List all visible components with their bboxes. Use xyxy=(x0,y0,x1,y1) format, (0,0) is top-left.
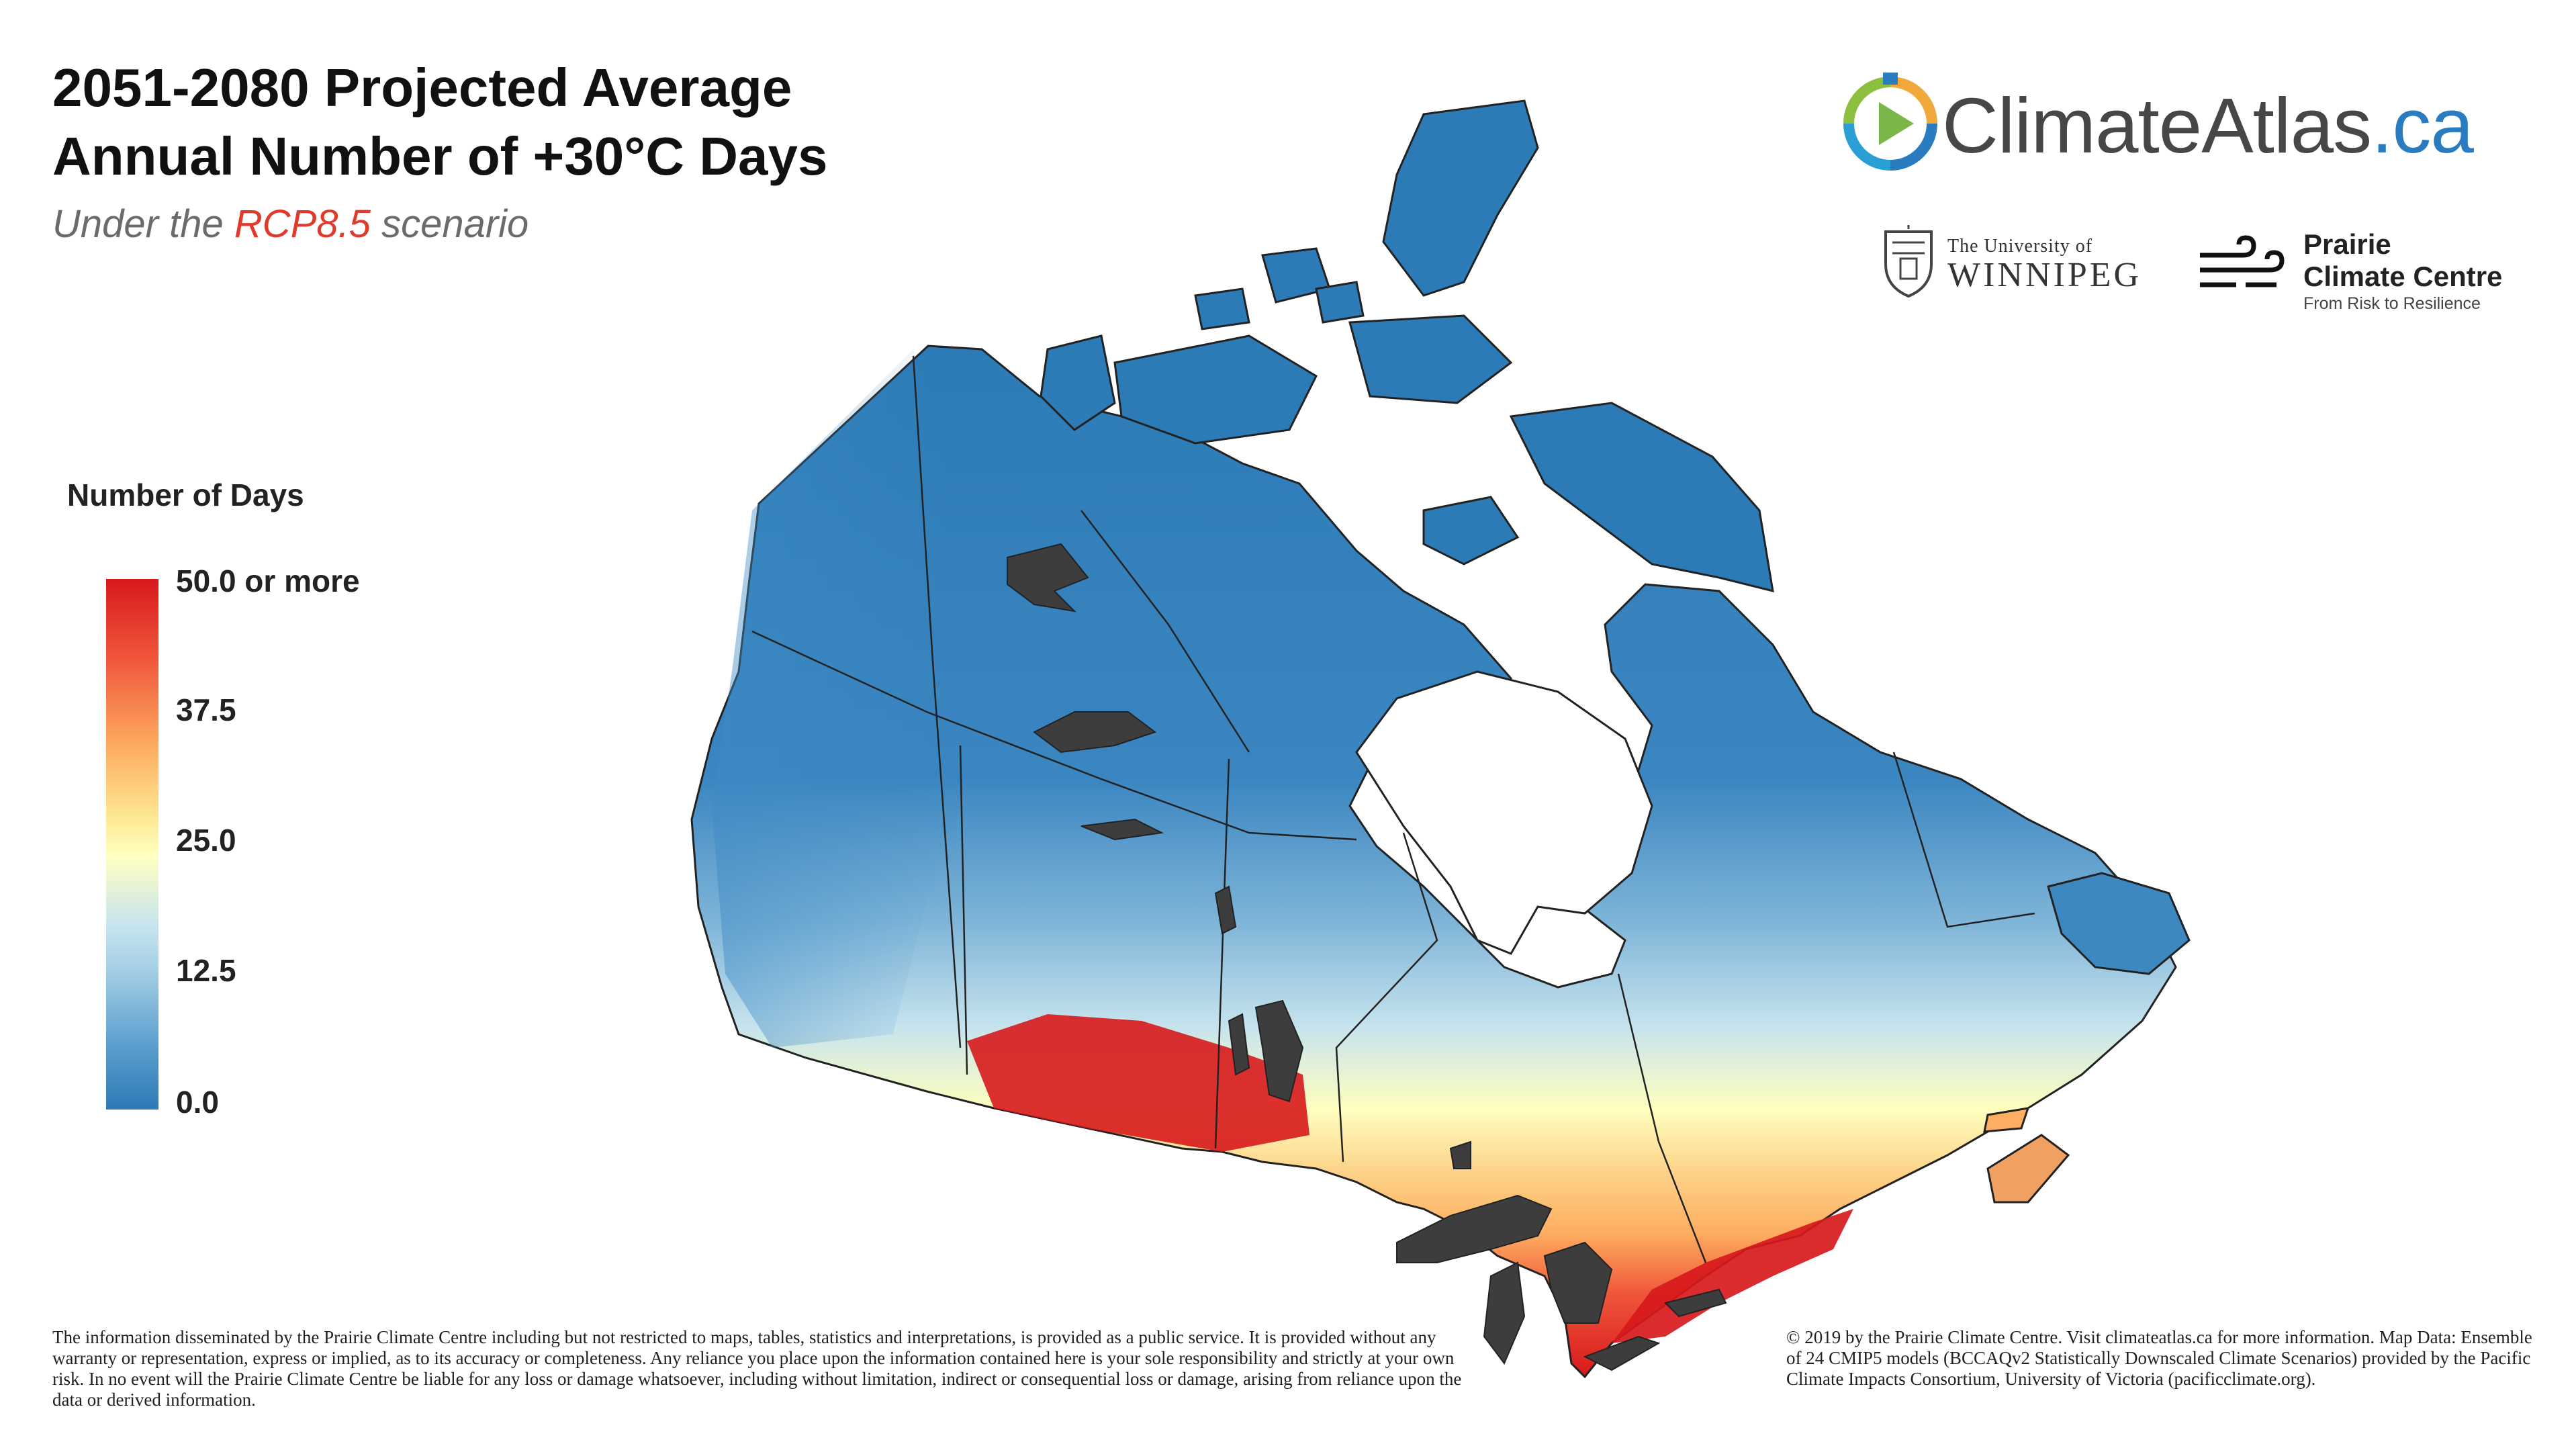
play-cycle-icon xyxy=(1843,73,1937,171)
logo-main: ClimateAtlas xyxy=(1942,82,2372,169)
legend-tick-25: 25.0 xyxy=(176,823,236,858)
small-island-2 xyxy=(1194,287,1250,330)
alberta-saskatchewan-border xyxy=(959,745,968,1075)
title-line-1: 2051-2080 Projected Average xyxy=(52,58,792,118)
bc-mountains xyxy=(712,349,947,1048)
ontario-quebec-border xyxy=(1617,973,1707,1263)
crest-icon xyxy=(1884,225,1933,298)
great-slave-lake xyxy=(1033,711,1157,754)
lake-ontario xyxy=(1664,1288,1727,1318)
pcc-wordmark: Prairie Climate Centre xyxy=(2303,228,2502,293)
nwt-nunavut-border xyxy=(1080,510,1250,753)
nova-scotia xyxy=(1986,1134,2070,1204)
uw-wordmark: The University of WINNIPEG xyxy=(1947,236,2142,293)
lake-erie xyxy=(1583,1335,1661,1371)
logo-suffix: .ca xyxy=(2371,82,2474,169)
credits-text: © 2019 by the Prairie Climate Centre. Vi… xyxy=(1786,1327,2532,1389)
legend-tick-12-5: 12.5 xyxy=(176,953,236,988)
legend-title: Number of Days xyxy=(67,478,304,512)
banks-island xyxy=(1040,334,1116,431)
lake-athabasca xyxy=(1080,818,1164,841)
legend-tick-0: 0.0 xyxy=(176,1085,219,1120)
title-line-2: Annual Number of +30°C Days xyxy=(52,126,828,186)
prince-edward-island xyxy=(1983,1107,2030,1133)
legend-tick-37-5: 37.5 xyxy=(176,692,236,727)
ellesmere-island xyxy=(1382,99,1539,297)
devon-island xyxy=(1348,314,1513,404)
newfoundland xyxy=(2047,872,2191,975)
lake-winnipegosis xyxy=(1228,1013,1250,1076)
climateatlas-logo[interactable]: ClimateAtlas.ca xyxy=(1840,67,2525,188)
map-title: 2051-2080 Projected Average Annual Numbe… xyxy=(52,54,993,191)
reindeer-lake xyxy=(1214,885,1237,935)
southampton-island xyxy=(1422,496,1520,565)
university-of-winnipeg-logo[interactable]: The University of WINNIPEG xyxy=(1880,225,2139,306)
logo-wordmark: ClimateAtlas.ca xyxy=(1942,81,2474,171)
legend-tick-max: 50.0 or more xyxy=(176,563,360,598)
lake-huron xyxy=(1543,1241,1613,1324)
provincial-boundaries xyxy=(751,355,2035,1263)
victoria-island xyxy=(1113,334,1318,445)
lake-michigan xyxy=(1483,1261,1526,1365)
hudson-bay xyxy=(1355,670,1653,955)
pcc-line-2: Climate Centre xyxy=(2303,261,2503,292)
great-bear-lake xyxy=(1007,543,1089,613)
small-island-3 xyxy=(1315,281,1365,324)
arctic-islands xyxy=(1040,99,1774,593)
lake-nipigon xyxy=(1449,1140,1471,1169)
disclaimer-text: The information disseminated by the Prai… xyxy=(52,1327,1462,1410)
lake-superior xyxy=(1396,1194,1553,1263)
map-subtitle: Under the RCP8.5 scenario xyxy=(52,201,528,246)
lakes xyxy=(1007,543,1727,1371)
pcc-tagline: From Risk to Resilience xyxy=(2303,294,2481,313)
wind-icon xyxy=(2200,235,2285,287)
scenario-label: RCP8.5 xyxy=(234,202,371,246)
subtitle-prefix: Under the xyxy=(52,202,224,246)
bc-alberta-border xyxy=(912,355,962,1048)
uw-line-2: WINNIPEG xyxy=(1947,256,2142,294)
uw-line-1: The University of xyxy=(1947,236,2093,257)
quebec-labrador-border xyxy=(1892,752,2035,928)
60th-parallel xyxy=(926,711,1357,841)
lake-winnipeg xyxy=(1254,999,1304,1103)
manitoba-ontario-border xyxy=(1335,832,1438,1163)
legend-color-ramp xyxy=(106,579,158,1110)
yukon-nwt-border xyxy=(751,630,927,713)
prairie-heat-zone xyxy=(967,1014,1309,1152)
pcc-line-1: Prairie xyxy=(2303,228,2391,260)
prairie-climate-centre-logo[interactable]: Prairie Climate Centre From Risk to Resi… xyxy=(2196,228,2545,316)
subtitle-suffix: scenario xyxy=(381,202,529,246)
baffin-island xyxy=(1509,402,1774,593)
